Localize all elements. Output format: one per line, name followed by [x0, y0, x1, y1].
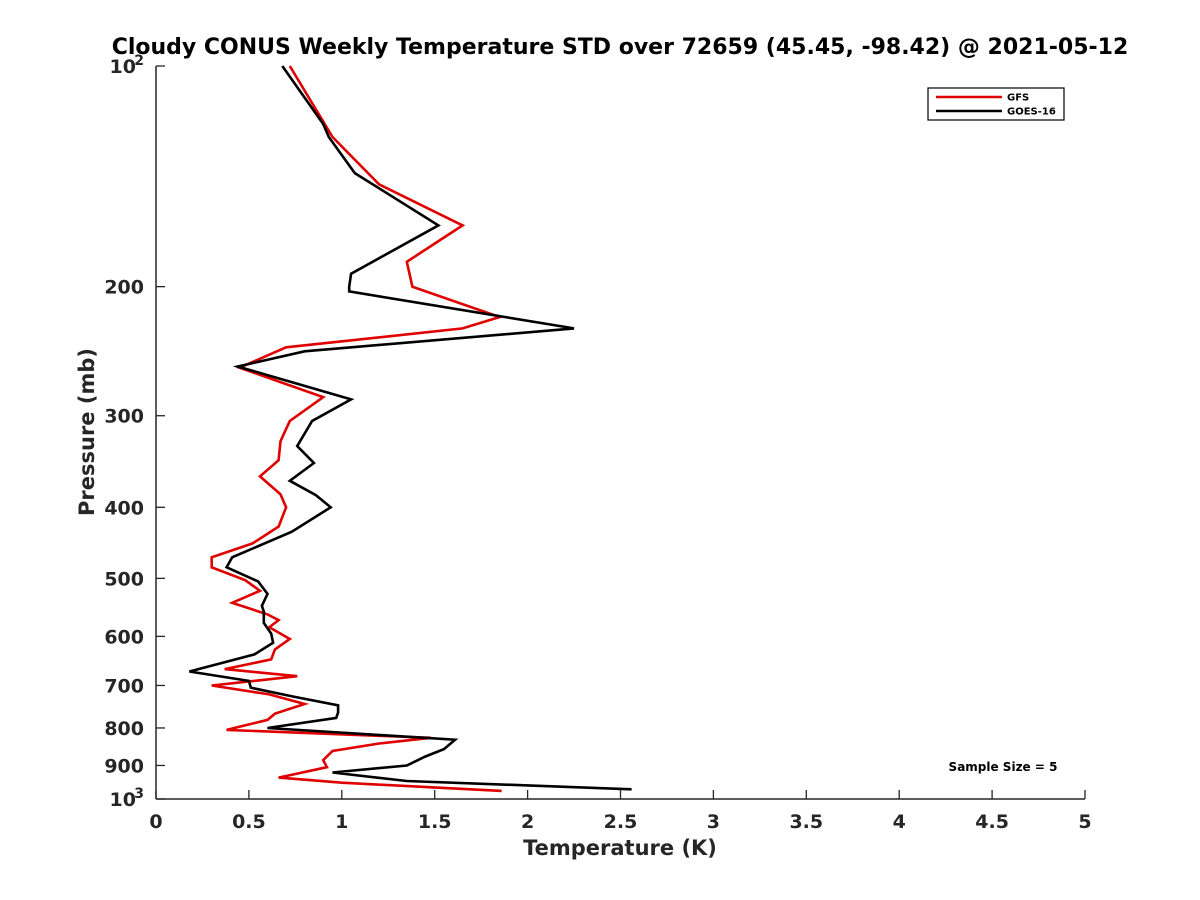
- x-tick-label: 3: [707, 811, 720, 833]
- y-tick-label: 600: [104, 626, 144, 648]
- y-tick-label: 300: [104, 406, 144, 428]
- plot-area: [156, 66, 1085, 799]
- series-line-goes-16: [189, 65, 632, 791]
- x-tick-label: 3.5: [789, 811, 823, 833]
- x-tick-label: 0.5: [232, 811, 266, 833]
- x-tick-label: 1: [335, 811, 348, 833]
- legend-box: [927, 87, 1065, 121]
- x-axis-ticks: 0 0.5 1 1.5 2 2.5 3 3.5 4 4.5 5: [149, 790, 1092, 833]
- x-tick-label: 5: [1078, 811, 1091, 833]
- y-tick-label: 800: [104, 718, 144, 740]
- legend-label-gfs: GFS: [1007, 93, 1029, 104]
- x-tick-label: 0: [149, 811, 162, 833]
- y-tick-label: 10: [110, 789, 136, 811]
- series-layer: [189, 65, 632, 793]
- x-tick-label: 2.5: [604, 811, 638, 833]
- x-tick-label: 4.5: [975, 811, 1009, 833]
- y-tick-label: 200: [104, 277, 144, 299]
- series-line-gfs: [210, 65, 504, 793]
- y-tick-label: 900: [104, 755, 144, 777]
- legend: GFS GOES-16: [927, 87, 1065, 121]
- x-tick-label: 4: [893, 811, 906, 833]
- sample-size-annotation: Sample Size = 5: [949, 760, 1058, 774]
- chart-title: Cloudy CONUS Weekly Temperature STD over…: [112, 35, 1129, 60]
- y-tick-exponent: 2: [134, 53, 144, 69]
- y-axis-label: Pressure (mb): [75, 348, 99, 516]
- y-tick-label: 700: [104, 675, 144, 697]
- y-tick-label: 500: [104, 568, 144, 590]
- y-tick-label: 400: [104, 497, 144, 519]
- x-axis-label: Temperature (K): [523, 836, 717, 860]
- y-tick-exponent: 3: [134, 786, 144, 802]
- y-tick-label: 10: [110, 56, 136, 78]
- x-tick-label: 2: [521, 811, 534, 833]
- x-tick-label: 1.5: [418, 811, 452, 833]
- legend-label-goes16: GOES-16: [1007, 107, 1056, 118]
